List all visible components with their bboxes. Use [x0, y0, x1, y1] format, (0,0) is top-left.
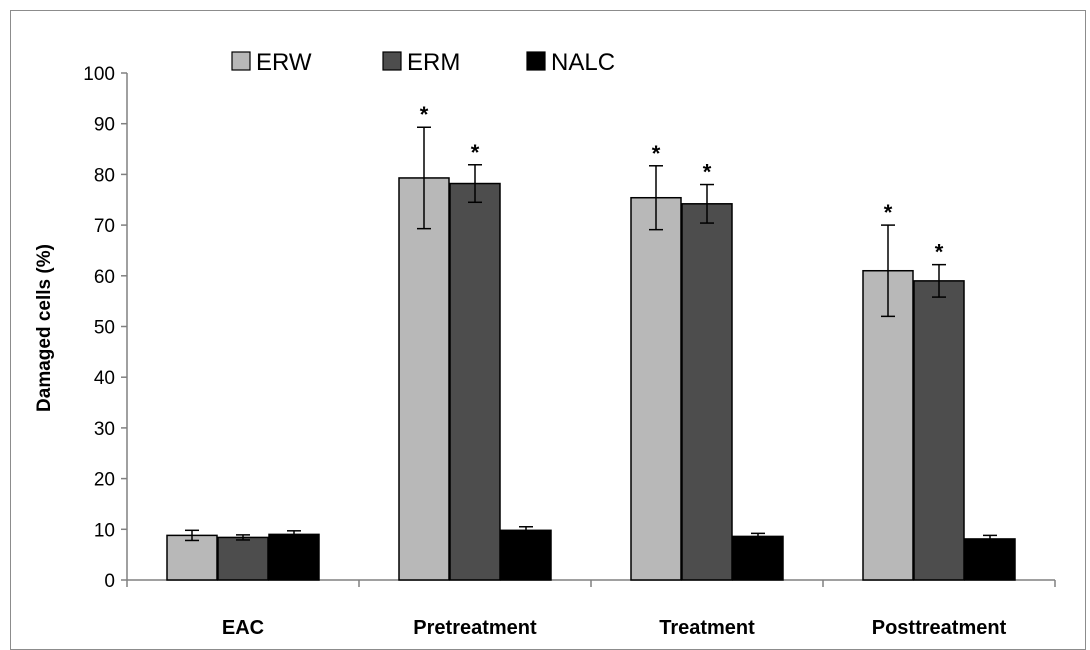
bar-nalc: [268, 533, 320, 581]
y-tick-label: 100: [83, 64, 115, 85]
legend-swatch-nalc: [526, 51, 546, 71]
legend-label-nalc: NALC: [551, 49, 615, 76]
bar-erm: [681, 203, 733, 581]
y-tick-label: 60: [94, 267, 115, 288]
y-tick-label: 10: [94, 520, 115, 541]
bar-erw: [862, 269, 914, 581]
bar-erm: [913, 280, 965, 581]
legend-swatch-erm: [382, 51, 402, 71]
y-tick-label: 90: [94, 115, 115, 136]
bar-erw: [398, 177, 450, 581]
significance-annotation: *: [935, 240, 944, 265]
bar-erm: [217, 536, 269, 581]
significance-annotation: *: [471, 140, 480, 165]
y-tick-label: 20: [94, 470, 115, 491]
bar-nalc: [964, 538, 1016, 581]
x-category-label: Treatment: [659, 617, 755, 639]
significance-annotation: *: [420, 102, 429, 127]
y-tick-label: 0: [104, 571, 115, 592]
x-category-label: EAC: [222, 617, 264, 639]
y-tick-label: 50: [94, 318, 115, 339]
legend-swatch-erw: [231, 51, 251, 71]
y-tick-label: 70: [94, 216, 115, 237]
labels: EAC Pretreatment * * Treatment * * Posttreatmen…: [222, 102, 1007, 639]
x-category-label: Pretreatment: [413, 617, 537, 639]
significance-annotation: *: [884, 200, 893, 225]
bar-nalc: [500, 529, 552, 581]
y-tick-label: 40: [94, 368, 115, 389]
bars: [166, 126, 1016, 581]
legend: ERW ERM NALC: [231, 49, 615, 76]
x-category-label: Posttreatment: [872, 617, 1007, 639]
bar-nalc: [732, 535, 784, 581]
bar-erm: [449, 182, 501, 581]
legend-label-erw: ERW: [256, 49, 312, 76]
y-tick-label: 80: [94, 165, 115, 186]
significance-annotation: *: [652, 141, 661, 166]
bar-erw: [166, 534, 218, 581]
y-tick-label: 30: [94, 419, 115, 440]
significance-annotation: *: [703, 160, 712, 185]
bar-erw: [630, 196, 682, 581]
y-axis-title: Damaged cells (%): [34, 244, 55, 412]
legend-label-erm: ERM: [407, 49, 460, 76]
